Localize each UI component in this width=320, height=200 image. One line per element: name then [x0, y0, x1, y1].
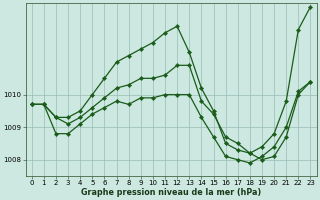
X-axis label: Graphe pression niveau de la mer (hPa): Graphe pression niveau de la mer (hPa): [81, 188, 261, 197]
